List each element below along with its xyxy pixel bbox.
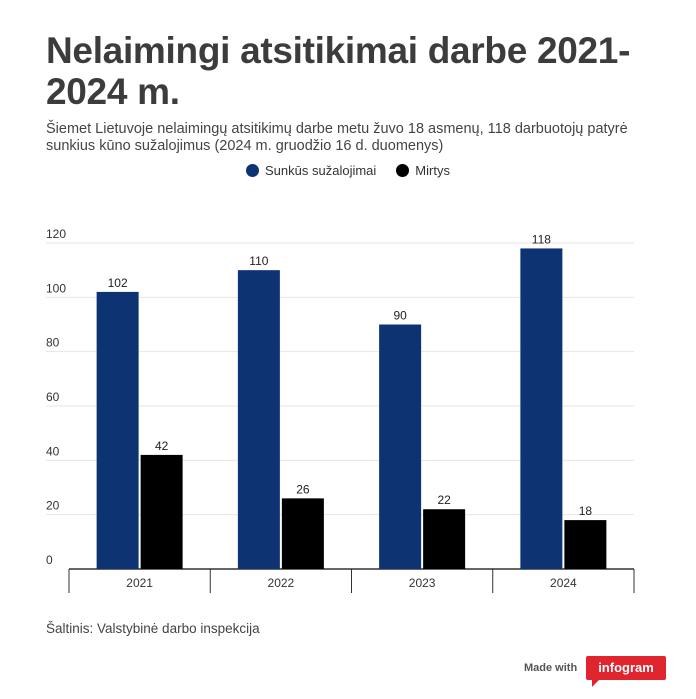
bar-mirtys[interactable] — [281, 498, 324, 569]
bar-sunkus-suzalojimai[interactable] — [96, 291, 139, 569]
data-label: 42 — [155, 439, 169, 453]
source-note: Šaltinis: Valstybinė darbo inspekcija — [46, 621, 260, 636]
chart-subtitle: Šiemet Lietuvoje nelaimingų atsitikimų d… — [46, 121, 628, 154]
bar-mirtys[interactable] — [564, 520, 607, 569]
legend-dot-series-2 — [396, 164, 410, 177]
y-tick-label: 120 — [46, 227, 66, 241]
data-label: 26 — [296, 482, 310, 496]
bar-sunkus-suzalojimai[interactable] — [237, 270, 280, 569]
data-label: 118 — [532, 232, 551, 246]
x-tick-label: 2023 — [409, 576, 436, 590]
data-label: 90 — [393, 309, 407, 323]
x-tick-label: 2021 — [126, 576, 153, 590]
bar-sunkus-suzalojimai[interactable] — [520, 248, 563, 569]
chart-title: Nelaimingi atsitikimai darbe 2021-2024 m… — [46, 30, 631, 112]
made-with-label: Made with — [524, 662, 578, 674]
bar-mirtys[interactable] — [423, 509, 466, 569]
data-label: 18 — [579, 504, 593, 518]
x-tick-label: 2024 — [550, 576, 577, 590]
y-tick-label: 80 — [46, 336, 60, 350]
y-tick-label: 100 — [46, 281, 66, 295]
legend-label-series-2: Mirtys — [415, 163, 450, 178]
y-tick-label: 0 — [46, 553, 53, 567]
y-tick-label: 20 — [46, 499, 60, 513]
data-label: 22 — [437, 493, 451, 507]
infogram-logo[interactable]: infogram — [586, 656, 666, 687]
data-label: 102 — [108, 276, 128, 290]
legend: Sunkūs sužalojimai Mirtys — [0, 163, 696, 178]
x-tick-label: 2022 — [268, 576, 295, 590]
legend-dot-series-1 — [246, 164, 260, 177]
bar-mirtys[interactable] — [140, 454, 183, 569]
y-tick-label: 40 — [46, 444, 60, 458]
bar-sunkus-suzalojimai[interactable] — [379, 324, 422, 570]
legend-item-series-2[interactable]: Mirtys — [396, 163, 450, 178]
legend-item-series-1[interactable]: Sunkūs sužalojimai — [246, 163, 376, 178]
legend-label-series-1: Sunkūs sužalojimai — [265, 163, 377, 178]
y-tick-label: 60 — [46, 390, 60, 404]
data-label: 110 — [249, 254, 268, 268]
